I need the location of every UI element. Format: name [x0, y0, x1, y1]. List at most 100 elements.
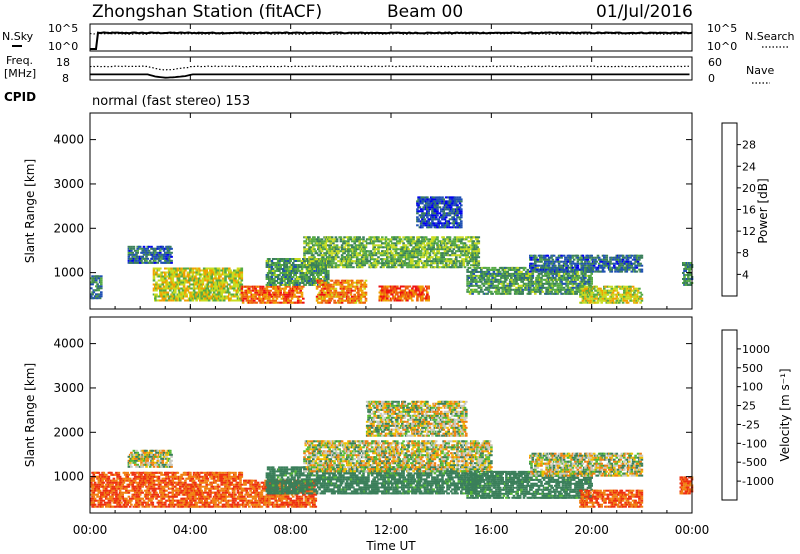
heatmap-cell	[304, 283, 308, 286]
heatmap-cell	[414, 248, 418, 251]
heatmap-cell	[141, 251, 144, 254]
heatmap-cell	[465, 256, 468, 259]
heatmap-cell	[172, 273, 176, 276]
heatmap-cell	[472, 240, 476, 243]
heatmap-cell	[587, 278, 591, 281]
heatmap-cell	[510, 278, 513, 281]
heatmap-cell	[456, 236, 459, 239]
heatmap-cell	[556, 258, 560, 261]
heatmap-cell	[96, 297, 99, 300]
heatmap-cell	[293, 283, 296, 286]
heatmap-cell	[547, 290, 551, 293]
heatmap-cell	[443, 222, 447, 225]
heatmap-cell	[488, 286, 492, 289]
heatmap-cell	[412, 285, 415, 288]
heatmap-cell	[342, 279, 345, 282]
heatmap-cell	[206, 275, 210, 278]
heatmap-cell	[136, 249, 139, 252]
heatmap-cell	[171, 271, 175, 274]
heatmap-cell	[428, 254, 432, 257]
heatmap-cell	[467, 286, 471, 289]
heatmap-cell	[340, 295, 344, 298]
nsky-series-line	[90, 31, 693, 50]
heatmap-cell	[438, 266, 442, 269]
heatmap-cell	[333, 250, 336, 253]
heatmap-cell	[212, 277, 216, 280]
heatmap-cell	[191, 291, 195, 294]
heatmap-cell	[527, 288, 531, 291]
heatmap-cell	[530, 258, 533, 261]
heatmap-cell	[427, 242, 430, 245]
heatmap-cell	[355, 244, 359, 247]
heatmap-cell	[463, 246, 467, 249]
heatmap-cell	[497, 268, 501, 271]
heatmap-cell	[303, 256, 306, 259]
heatmap-cell	[349, 250, 353, 253]
heatmap-cell	[92, 297, 96, 300]
heatmap-cell	[480, 268, 483, 271]
heatmap-cell	[362, 244, 365, 247]
heatmap-cell	[438, 248, 442, 251]
heatmap-cell	[414, 287, 418, 290]
heatmap-cell	[236, 291, 240, 294]
heatmap-cell	[156, 261, 160, 264]
heatmap-cell	[429, 200, 433, 203]
heatmap-cell	[404, 238, 408, 241]
heatmap-cell	[443, 226, 447, 229]
heatmap-cell	[455, 258, 458, 261]
heatmap-cell	[438, 212, 442, 215]
heatmap-cell	[320, 240, 324, 243]
heatmap-cell	[350, 283, 354, 286]
heatmap-cell	[185, 279, 188, 282]
heatmap-cell	[534, 260, 537, 263]
heatmap-cell	[358, 252, 361, 255]
heatmap-cell	[166, 253, 170, 256]
heatmap-cell	[378, 291, 382, 294]
heatmap-cell	[314, 282, 318, 284]
heatmap-cell	[545, 274, 548, 277]
heatmap-cell	[308, 276, 311, 278]
heatmap-cell	[288, 283, 291, 286]
heatmap-cell	[452, 208, 456, 211]
heatmap-cell	[433, 252, 437, 255]
heatmap-cell	[363, 301, 366, 304]
heatmap-cell	[442, 206, 445, 209]
heatmap-cell	[177, 277, 181, 280]
heatmap-cell	[265, 293, 269, 296]
heatmap-cell	[314, 272, 318, 274]
heatmap-cell	[265, 295, 269, 298]
heatmap-cell	[312, 260, 315, 263]
heatmap-cell	[238, 275, 241, 278]
heatmap-cell	[460, 198, 463, 201]
heatmap-cell	[382, 266, 385, 269]
heatmap-cell	[562, 286, 566, 289]
heatmap-cell	[427, 202, 430, 205]
heatmap-cell	[319, 248, 323, 251]
heatmap-cell	[571, 278, 575, 281]
heatmap-cell	[559, 270, 562, 273]
heatmap-cell	[248, 287, 251, 290]
heatmap-cell	[411, 264, 414, 267]
heatmap-cell	[427, 240, 430, 243]
heatmap-cell	[291, 268, 295, 270]
heatmap-cell	[417, 258, 420, 261]
heatmap-cell	[172, 275, 176, 278]
heatmap-cell	[417, 252, 420, 255]
heatmap-cell	[309, 258, 313, 261]
heatmap-cell	[529, 292, 532, 295]
heatmap-cell	[443, 218, 447, 221]
heatmap-cell	[154, 257, 157, 260]
heatmap-cell	[574, 278, 577, 281]
heatmap-cell	[540, 260, 543, 263]
heatmap-cell	[236, 279, 240, 282]
heatmap-cell	[584, 276, 587, 279]
heatmap-cell	[446, 266, 449, 269]
freq-series-line	[90, 73, 690, 79]
heatmap-cell	[407, 297, 410, 300]
heatmap-cell	[492, 270, 496, 273]
heatmap-cell	[266, 276, 270, 278]
heatmap-cell	[349, 254, 353, 257]
heatmap-cell	[431, 260, 434, 263]
heatmap-cell	[330, 287, 334, 290]
heatmap-cell	[466, 280, 469, 283]
